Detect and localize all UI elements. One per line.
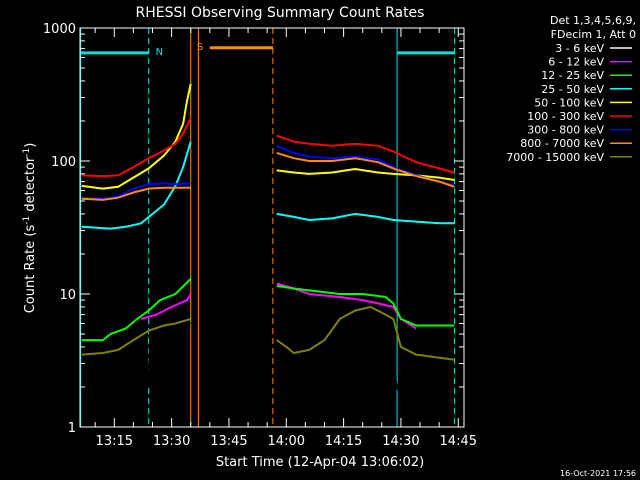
chart-title: RHESSI Observing Summary Count Rates <box>136 5 425 21</box>
x-tick-label: 14:30 <box>382 434 419 449</box>
series-line-6-12-kev <box>140 293 192 320</box>
x-tick-label: 13:15 <box>96 434 133 449</box>
series-line-300-800-kev <box>81 182 191 200</box>
y-tick-label: 10 <box>59 288 76 303</box>
y-axis-label-part-3: ) <box>23 143 38 148</box>
y-axis-label-sup-2: -1 <box>22 148 32 157</box>
x-tick-label: 13:30 <box>153 434 190 449</box>
legend-header-detectors: Det 1,3,4,5,6,9, <box>550 14 636 27</box>
y-tick-label: 1 <box>68 421 76 436</box>
legend-entry-label: 50 - 100 keV <box>534 96 604 109</box>
series-line-12-25-kev <box>81 278 192 342</box>
legend-entry-label: 100 - 300 keV <box>527 110 604 123</box>
x-tick-label: 14:15 <box>325 434 362 449</box>
series-line-7000-15000-kev <box>81 317 191 356</box>
saa-label: S <box>197 42 203 53</box>
legend: Det 1,3,4,5,6,9, FDecim 1, Att 0 3 - 6 k… <box>506 14 636 164</box>
legend-entry-label: 800 - 7000 keV <box>520 137 604 150</box>
x-axis-label: Start Time (12-Apr-04 13:06:02) <box>216 455 424 470</box>
night-label: N <box>156 47 163 58</box>
series-line-50-100-kev <box>276 167 455 181</box>
y-tick-label: 1000 <box>43 22 76 37</box>
x-tick-label: 14:00 <box>268 434 305 449</box>
footer-timestamp: 16-Oct-2021 17:56 <box>560 469 636 478</box>
y-axis-label-sup-1: -1 <box>22 216 32 225</box>
series-line-25-50-kev <box>276 212 455 225</box>
plot-frame <box>79 27 465 428</box>
legend-entry-label: 300 - 800 keV <box>527 124 604 137</box>
series-line-800-7000-kev <box>81 186 191 201</box>
legend-entry-label: 25 - 50 keV <box>541 83 604 96</box>
y-axis-label-part-1: Count Rate (s <box>23 225 38 314</box>
legend-entry-label: 6 - 12 keV <box>548 56 604 69</box>
x-tick-label: 14:45 <box>440 434 477 449</box>
series-line-50-100-kev <box>81 83 192 190</box>
series-line-12-25-kev <box>276 284 455 327</box>
y-axis-label-part-2: detector <box>23 156 38 216</box>
x-tick-label: 13:45 <box>210 434 247 449</box>
series-line-3-6-kev <box>275 299 410 428</box>
x-axis-ticks: 13:15 13:30 13:45 14:00 14:15 14:30 14:45 <box>94 28 477 449</box>
series-line-7000-15000-kev <box>276 305 455 361</box>
y-tick-label: 100 <box>51 155 76 170</box>
legend-entry-label: 3 - 6 keV <box>555 42 604 55</box>
legend-header-decimation: FDecim 1, Att 0 <box>551 28 636 41</box>
series-line-100-300-kev <box>276 134 455 174</box>
legend-entry-label: 12 - 25 keV <box>541 69 604 82</box>
series-line-3-6-kev <box>140 317 192 427</box>
series-layer <box>81 83 455 428</box>
y-axis-label: Count Rate (s-1 detector-1) <box>22 143 38 314</box>
series-line-100-300-kev <box>81 117 192 178</box>
series-line-25-50-kev <box>81 141 192 230</box>
series-line-800-7000-kev <box>276 151 455 188</box>
legend-entry-label: 7000 - 15000 keV <box>506 151 604 164</box>
y-axis-ticks: 1 10 100 1000 <box>43 22 464 436</box>
